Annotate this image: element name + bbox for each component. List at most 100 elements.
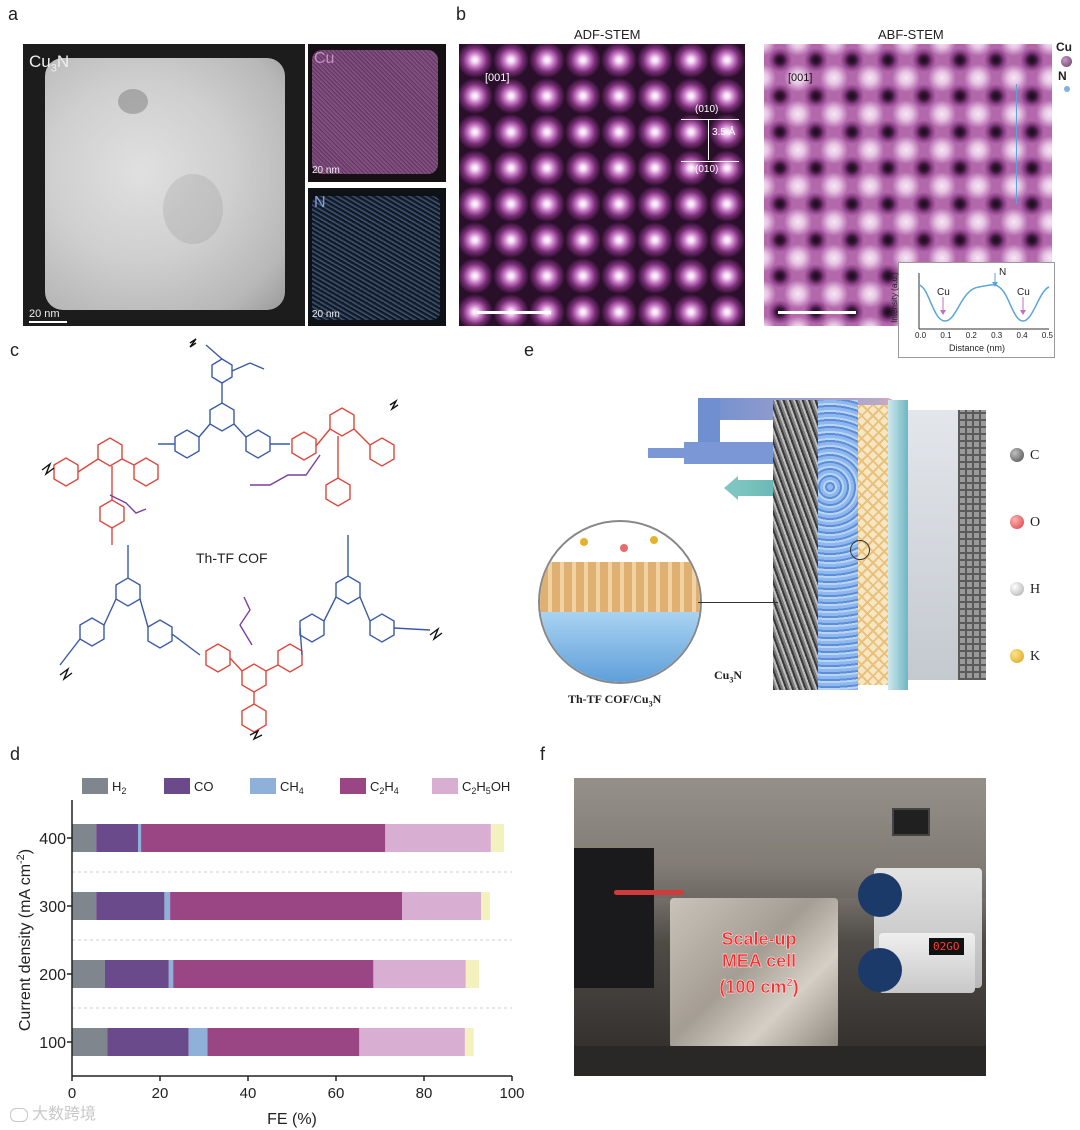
bar-200-c3h7oh (465, 960, 479, 988)
adf-stem-image: [001] (010) (010) 3.5 Å (459, 44, 745, 326)
xtick-label-20: 20 (152, 1085, 169, 1102)
legend-h-label: H (1030, 582, 1041, 597)
adf-spacing: 3.5 Å (712, 127, 736, 138)
panel-label-d: d (10, 744, 21, 764)
xtick-label-100: 100 (499, 1085, 524, 1102)
ytick-label-400: 400 (39, 831, 66, 848)
bar-400-c3h7oh (490, 824, 505, 852)
ytick-label-100: 100 (39, 1035, 66, 1052)
panel-label-f: f (540, 744, 546, 764)
bar-400-h2 (72, 824, 97, 852)
ytick-label-300: 300 (39, 899, 66, 916)
cu3n-label: Cu3N (714, 668, 743, 685)
pump-display: 02GO (929, 938, 964, 955)
bar-200-ch4 (168, 960, 174, 988)
legend-label-c2h5oh: C2H5OH (462, 779, 510, 796)
abf-zone-axis: [001] (788, 72, 813, 84)
watermark-logo-icon (10, 1107, 28, 1122)
inset-ylabel: Intensity (a.u.) (889, 272, 899, 323)
legend-n-label: N (1058, 69, 1067, 83)
abf-stem-image: [001] (764, 44, 1052, 326)
bar-300-co (96, 892, 165, 920)
x-axis-label: FE (%) (267, 1111, 317, 1128)
panel-label-b: b (456, 4, 467, 24)
inset-cu1-label: Cu (937, 287, 950, 298)
legend-k-label: K (1030, 649, 1041, 664)
eds-map-n: N 20 nm (308, 188, 446, 326)
mea-schematic: Th-TF COF/Cu3N Cu3N (528, 380, 1078, 720)
adf-title: ADF-STEM (574, 27, 641, 42)
adf-plane-bottom: (010) (695, 164, 719, 175)
cof-structure-diagram (41, 338, 443, 741)
zoom-caption: Th-TF COF/Cu3N (568, 692, 662, 709)
y-axis-label: Current density (mA cm-2) (15, 849, 34, 1031)
bar-100-c2h5oh (359, 1028, 465, 1056)
abf-title: ABF-STEM (878, 27, 944, 42)
bar-200-c2h5oh (373, 960, 466, 988)
legend-label-h2: H2 (112, 779, 126, 796)
bar-100-co (107, 1028, 189, 1056)
legend-c-ball (1010, 448, 1024, 462)
tem-title: Cu3N (29, 52, 70, 75)
ytick-label-200: 200 (39, 967, 66, 984)
bar-100-c3h7oh (464, 1028, 474, 1056)
legend-swatch-co (164, 778, 190, 794)
abf-scale-bar (778, 311, 856, 314)
xtick-label-0: 0 (68, 1085, 76, 1102)
panel-label-c: c (10, 340, 19, 360)
eds-cu-scale: 20 nm (312, 165, 340, 176)
legend-o-ball (1010, 515, 1024, 529)
bar-100-c2h4 (207, 1028, 360, 1056)
legend-swatch-h2 (82, 778, 108, 794)
scale-up-overlay: Scale-up MEA cell (100 cm2) (719, 929, 799, 997)
eds-cu-label: Cu (314, 50, 335, 67)
legend-n-dot (1064, 86, 1070, 92)
legend-swatch-ch4 (250, 778, 276, 794)
adf-plane-top: (010) (695, 104, 719, 115)
adf-zone-axis: [001] (485, 72, 510, 84)
legend-cu-dot (1061, 56, 1072, 67)
eds-map-cu: Cu 20 nm (308, 44, 446, 182)
watermark: 大数跨境 (10, 1100, 96, 1124)
legend-h-ball (1010, 582, 1024, 596)
bar-400-c2h5oh (385, 824, 491, 852)
legend-swatch-c2h4 (340, 778, 366, 794)
inset-xticks: 0.0 0.1 0.2 0.3 0.4 0.5 (915, 331, 1053, 340)
inset-n-label: N (999, 267, 1007, 278)
bar-300-h2 (72, 892, 97, 920)
xtick-label-60: 60 (328, 1085, 345, 1102)
xtick-label-80: 80 (416, 1085, 433, 1102)
mea-cell-photo: 02GO Scale-up MEA cell (100 cm2) (574, 778, 986, 1076)
bar-200-c2h4 (173, 960, 374, 988)
bar-300-ch4 (164, 892, 171, 920)
bar-200-h2 (72, 960, 105, 988)
bar-300-c2h4 (170, 892, 402, 920)
bar-200-co (105, 960, 169, 988)
bar-300-c2h5oh (402, 892, 482, 920)
legend-label-co: CO (194, 779, 214, 794)
bar-300-c3h7oh (481, 892, 490, 920)
fe-stacked-bar-chart: H2COCH4C2H4C2H5OHC3H7OH 4003002001000204… (15, 778, 525, 1128)
legend-label-c2h4: C2H4 (370, 779, 399, 796)
adf-scale-bar (477, 311, 551, 314)
line-profile-inset: Cu N Cu Intensity (a.u.) 0.0 0.1 0.2 0.3 0.… (890, 262, 1055, 358)
eds-n-scale: 20 nm (312, 309, 340, 320)
bar-100-h2 (72, 1028, 108, 1056)
legend-c-label: C (1030, 448, 1040, 463)
bar-400-ch4 (138, 824, 142, 852)
legend-k-ball (1010, 649, 1024, 663)
tem-scale-bar (29, 321, 67, 323)
panel-label-a: a (8, 4, 19, 24)
inset-xlabel: Distance (nm) (949, 343, 1006, 353)
tem-image-cu3n: Cu3N 20 nm (23, 44, 305, 326)
bar-400-co (96, 824, 138, 852)
legend-swatch-c2h5oh (432, 778, 458, 794)
bar-100-ch4 (188, 1028, 208, 1056)
bar-400-c2h4 (141, 824, 386, 852)
cof-name-label: Th-TF COF (196, 550, 268, 566)
legend-label-ch4: CH4 (280, 779, 304, 796)
legend-o-label: O (1030, 515, 1041, 530)
inset-cu2-label: Cu (1017, 287, 1030, 298)
eds-n-label: N (314, 194, 326, 211)
tem-scale-label: 20 nm (29, 308, 60, 320)
